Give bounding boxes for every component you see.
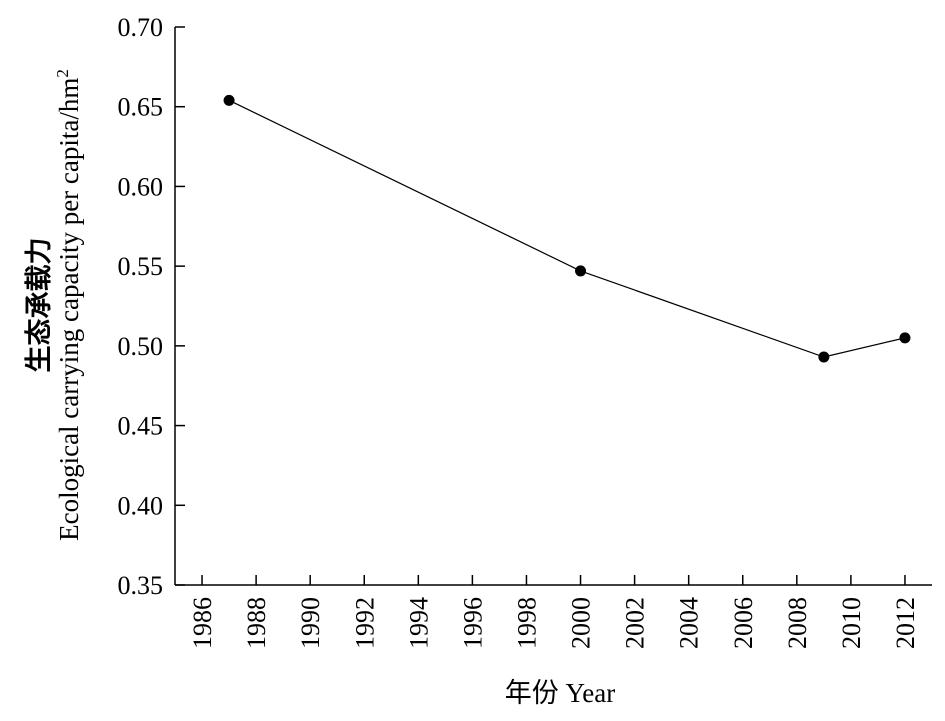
x-tick-label: 2004 xyxy=(675,597,704,649)
x-tick-label: 1994 xyxy=(404,597,433,649)
y-axis-title-superscript: 2 xyxy=(53,69,72,78)
data-point xyxy=(223,94,235,106)
y-axis-ticks: 0.35 0.40 0.45 0.50 0.55 0.60 0.65 0.70 xyxy=(118,13,185,600)
x-axis-ticks: 1986 1988 1990 1992 1994 1996 1998 2000 2002 2004… xyxy=(188,575,920,649)
y-tick-label: 0.45 xyxy=(118,412,164,441)
y-tick-label: 0.60 xyxy=(118,172,164,201)
x-tick-label: 2012 xyxy=(891,597,920,649)
x-tick-label: 2002 xyxy=(621,597,650,649)
x-tick-label: 1996 xyxy=(458,597,487,649)
x-tick-label: 1986 xyxy=(188,597,217,649)
x-tick-label: 2008 xyxy=(783,597,812,649)
data-point xyxy=(899,332,911,344)
y-axis-title-main: Ecological carrying capacity per capita/… xyxy=(54,78,84,541)
y-tick-label: 0.40 xyxy=(118,491,164,520)
x-axis-title: 年份 Year xyxy=(505,678,616,708)
x-tick-label: 1998 xyxy=(512,597,541,649)
x-tick-label: 1992 xyxy=(350,597,379,649)
axes xyxy=(174,27,932,586)
y-axis-title-line2: Ecological carrying capacity per capita/… xyxy=(53,69,84,541)
y-tick-label: 0.55 xyxy=(118,252,164,281)
x-tick-label: 2010 xyxy=(837,597,866,649)
x-tick-label: 1988 xyxy=(242,597,271,649)
series-line xyxy=(228,99,906,358)
data-point xyxy=(818,351,830,363)
y-axis-title: 生态承载力 Ecological carrying capacity per c… xyxy=(24,69,84,541)
y-tick-label: 0.70 xyxy=(118,13,164,42)
y-tick-label: 0.65 xyxy=(118,93,164,122)
y-tick-label: 0.35 xyxy=(118,571,164,600)
y-axis-title-line1: 生态承载力 xyxy=(24,238,54,373)
y-tick-label: 0.50 xyxy=(118,332,164,361)
series-group xyxy=(223,94,911,363)
data-point xyxy=(575,265,587,277)
x-tick-label: 2000 xyxy=(567,597,596,649)
x-tick-label: 2006 xyxy=(729,597,758,649)
x-tick-label: 1990 xyxy=(296,597,325,649)
